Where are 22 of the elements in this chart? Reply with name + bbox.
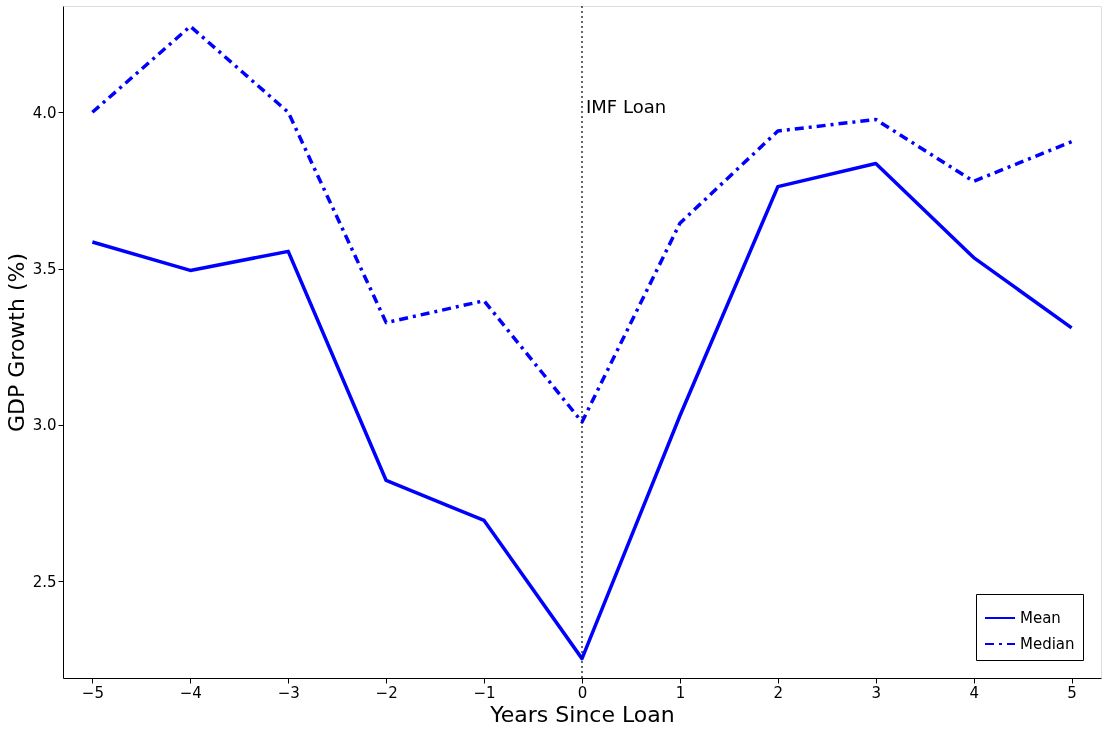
- y-tick-label: 2.5: [32, 572, 57, 591]
- x-tick-label: 1: [675, 683, 686, 702]
- x-axis-title: Years Since Loan: [489, 701, 675, 727]
- x-tick-label: 3: [871, 683, 882, 702]
- x-tick-label: −1: [473, 683, 496, 702]
- line-series: [90, 161, 1074, 661]
- legend-label: Median: [1020, 635, 1075, 653]
- y-axis-title: GDP Growth (%): [3, 253, 29, 432]
- x-tick-label: 0: [577, 683, 588, 702]
- x-tick-label: −4: [179, 683, 202, 702]
- x-tick-label: 5: [1067, 683, 1077, 702]
- y-tick-label: 3.0: [32, 416, 57, 435]
- y-tick-label: 3.5: [32, 260, 57, 279]
- x-tick-label: −3: [277, 683, 300, 702]
- x-tick-label: −2: [375, 683, 398, 702]
- y-tick-label: 4.0: [32, 103, 57, 122]
- x-tick-label: 4: [969, 683, 979, 702]
- ref-line-label: IMF Loan: [586, 96, 667, 117]
- x-tick-label: −5: [81, 683, 104, 702]
- legend-label: Mean: [1020, 609, 1061, 627]
- x-tick-label: 2: [773, 683, 784, 702]
- line-series: [90, 24, 1074, 424]
